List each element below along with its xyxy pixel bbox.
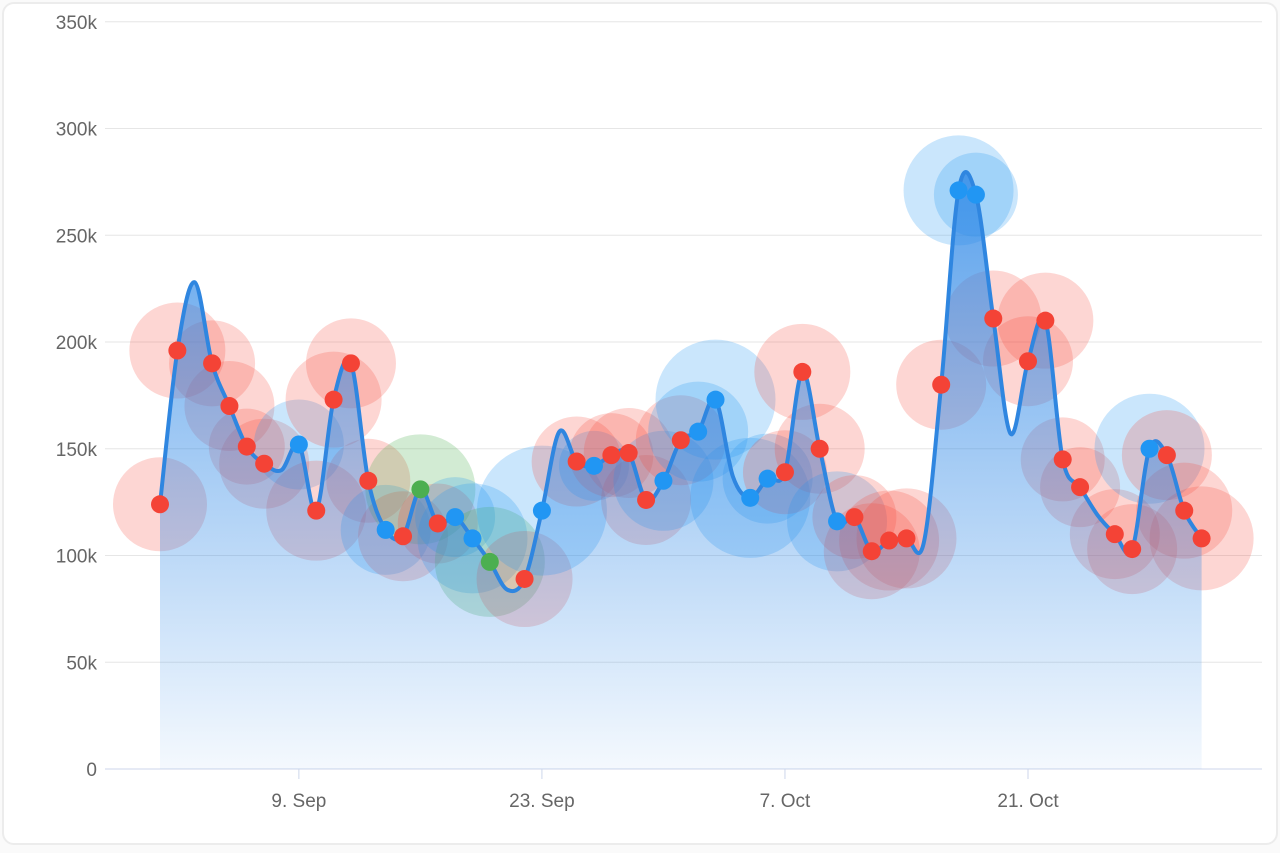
x-axis-label: 9. Sep	[271, 791, 326, 812]
y-axis-label: 150k	[56, 440, 98, 461]
data-point-marker-red[interactable]	[1157, 446, 1176, 465]
data-point-marker-red[interactable]	[1071, 478, 1090, 497]
x-axis: 9. Sep 23. Sep 7. Oct 21. Oct	[105, 768, 1262, 812]
data-point-marker-red[interactable]	[984, 309, 1003, 328]
data-point-marker-red[interactable]	[203, 354, 222, 373]
area-series-fill[interactable]	[160, 172, 1202, 769]
y-axis-label: 50k	[66, 653, 97, 674]
data-point-marker-blue[interactable]	[741, 488, 760, 507]
y-axis-label: 350k	[56, 13, 98, 34]
y-axis-label: 100k	[56, 547, 98, 568]
data-point-marker-red[interactable]	[862, 542, 881, 561]
data-point-marker-red[interactable]	[428, 514, 447, 533]
data-point-marker-red[interactable]	[775, 463, 794, 482]
data-point-marker-red[interactable]	[237, 437, 256, 456]
y-axis-label: 0	[86, 760, 97, 781]
data-point-marker-green[interactable]	[411, 480, 430, 499]
data-point-marker-red[interactable]	[1019, 352, 1037, 371]
data-point-marker-blue[interactable]	[1140, 439, 1159, 458]
data-point-marker-red[interactable]	[793, 362, 812, 381]
data-point-marker-blue[interactable]	[376, 520, 395, 539]
data-point-marker-red[interactable]	[845, 508, 864, 527]
y-axis-label: 300k	[56, 120, 98, 141]
data-point-marker-blue[interactable]	[966, 185, 985, 204]
x-axis-label: 21. Oct	[997, 791, 1059, 812]
data-point-markers	[151, 181, 1211, 588]
data-point-marker-red[interactable]	[168, 341, 187, 360]
data-point-marker-red[interactable]	[567, 452, 586, 471]
x-axis-label: 7. Oct	[760, 791, 811, 812]
data-point-marker-red[interactable]	[151, 495, 169, 514]
data-point-marker-green[interactable]	[480, 552, 499, 571]
data-point-marker-red[interactable]	[1175, 501, 1194, 520]
data-point-marker-blue[interactable]	[828, 512, 847, 531]
data-point-marker-blue[interactable]	[585, 456, 603, 475]
data-point-marker-red[interactable]	[1192, 529, 1211, 548]
data-point-marker-red[interactable]	[394, 527, 413, 546]
data-point-marker-red[interactable]	[671, 431, 690, 450]
data-point-marker-red[interactable]	[810, 439, 829, 458]
data-point-marker-red[interactable]	[255, 454, 274, 473]
data-point-marker-red[interactable]	[359, 471, 378, 490]
data-point-marker-blue[interactable]	[706, 390, 725, 409]
data-point-marker-blue[interactable]	[289, 435, 308, 454]
data-point-marker-red[interactable]	[1053, 450, 1072, 469]
data-point-marker-blue[interactable]	[532, 501, 551, 520]
data-point-marker-blue[interactable]	[463, 529, 482, 548]
data-point-marker-red[interactable]	[897, 529, 916, 548]
data-point-marker-blue[interactable]	[654, 471, 673, 490]
data-point-marker-blue[interactable]	[758, 469, 777, 488]
data-point-marker-red[interactable]	[220, 397, 239, 416]
data-point-marker-red[interactable]	[880, 531, 899, 550]
data-point-marker-blue[interactable]	[689, 422, 708, 441]
data-point-marker-red[interactable]	[619, 444, 638, 463]
data-point-marker-red[interactable]	[515, 569, 534, 588]
data-point-marker-red[interactable]	[932, 375, 951, 394]
data-point-marker-red[interactable]	[1123, 540, 1142, 559]
y-axis-label: 200k	[56, 333, 98, 354]
data-point-marker-red[interactable]	[341, 354, 360, 373]
data-point-marker-blue[interactable]	[446, 508, 465, 527]
data-point-marker-red[interactable]	[307, 501, 326, 520]
x-axis-label: 23. Sep	[509, 791, 575, 812]
data-point-marker-red[interactable]	[324, 390, 343, 409]
data-point-marker-red[interactable]	[602, 446, 621, 465]
y-axis-label: 250k	[56, 226, 98, 247]
data-point-marker-red[interactable]	[1105, 525, 1124, 544]
data-point-marker-red[interactable]	[1036, 311, 1055, 330]
data-point-marker-red[interactable]	[637, 490, 656, 509]
data-point-marker-blue[interactable]	[949, 181, 968, 200]
